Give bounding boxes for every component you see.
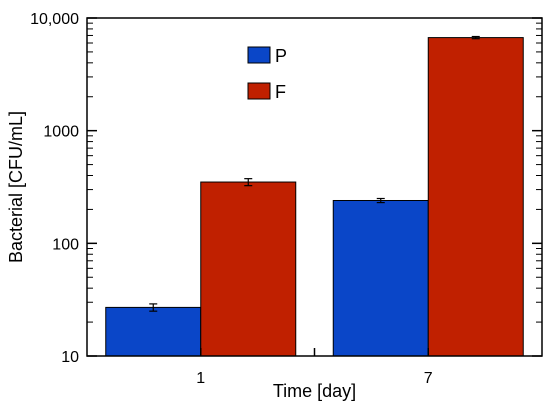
legend-label-P: P bbox=[275, 46, 287, 66]
bars-layer bbox=[105, 37, 524, 357]
y-tick-label: 1000 bbox=[43, 124, 79, 141]
legend-swatch-F bbox=[247, 82, 271, 100]
error-bars-layer bbox=[149, 35, 480, 312]
bar-F-1 bbox=[200, 181, 297, 357]
legend-swatch-P bbox=[247, 46, 271, 64]
bar-P-7 bbox=[332, 199, 429, 357]
y-tick-label: 10 bbox=[61, 349, 79, 366]
x-tick-label: 1 bbox=[196, 370, 205, 387]
legend: PF bbox=[247, 46, 287, 102]
bar-P-1 bbox=[105, 306, 202, 357]
bar-F-7 bbox=[427, 37, 524, 357]
legend-label-F: F bbox=[275, 82, 286, 102]
y-tick-label: 10,000 bbox=[30, 11, 79, 28]
y-axis-title: Bacterial [CFU/mL] bbox=[6, 111, 26, 263]
x-tick-label: 7 bbox=[424, 370, 433, 387]
y-tick-label: 100 bbox=[52, 236, 79, 253]
x-axis-title: Time [day] bbox=[273, 381, 356, 401]
y-axis-ticks: 10 100 1000 10,000 bbox=[30, 11, 542, 366]
